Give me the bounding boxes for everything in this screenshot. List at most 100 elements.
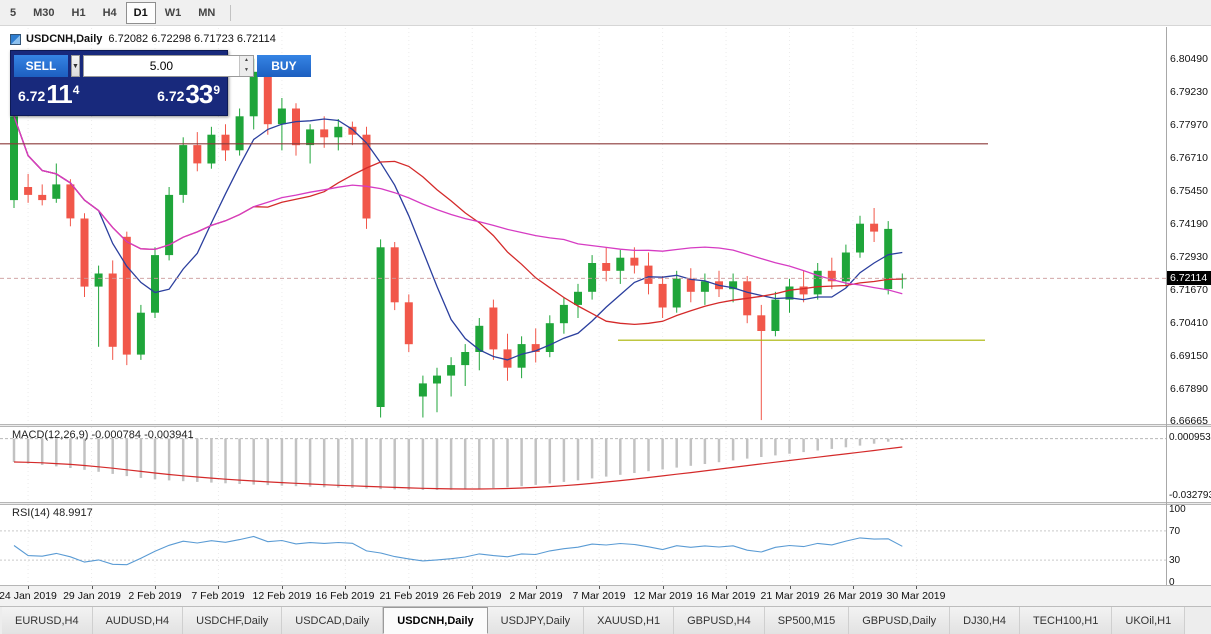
volume-decrease-button[interactable]: ▼	[239, 66, 253, 76]
candle-body	[235, 116, 244, 151]
candle-body	[644, 265, 653, 284]
candle-body	[10, 116, 18, 201]
ask-base: 6.72	[157, 88, 185, 104]
date-axis-tick	[663, 586, 664, 589]
panel-splitter[interactable]	[0, 424, 1211, 427]
date-axis-label: 7 Mar 2019	[572, 590, 626, 602]
candle-body	[602, 263, 611, 271]
price-axis-label: 6.76710	[1170, 152, 1208, 164]
date-axis-label: 2 Feb 2019	[128, 590, 182, 602]
date-axis-label: 21 Feb 2019	[379, 590, 439, 602]
candle-body	[757, 315, 766, 331]
timeframe-button-5[interactable]: 5	[10, 6, 17, 19]
candle-body	[489, 307, 498, 350]
candle-body	[630, 257, 639, 266]
rsi-axis-label: 70	[1169, 526, 1181, 537]
timeframe-button-H1[interactable]: H1	[71, 6, 86, 19]
panel-splitter[interactable]	[0, 502, 1211, 505]
candle-body	[418, 383, 427, 397]
date-axis-label: 12 Mar 2019	[633, 590, 693, 602]
candle-body	[151, 255, 159, 313]
chart-symbol-label: USDCNH,Daily	[26, 33, 103, 45]
date-axis-tick	[409, 586, 410, 589]
volume-dropdown-button[interactable]: ▼	[71, 55, 80, 77]
tab-usdjpy-daily[interactable]: USDJPY,Daily	[487, 607, 585, 634]
candle-body	[38, 194, 47, 201]
macd-axis-min-label: -0.032793	[1169, 490, 1211, 501]
price-axis-label: 6.74190	[1170, 218, 1208, 230]
tab-dj30-h4[interactable]: DJ30,H4	[950, 607, 1020, 634]
price-axis-label: 6.77970	[1170, 119, 1208, 131]
moving-average-line-7	[13, 116, 903, 361]
candle-body	[306, 129, 315, 146]
spinner-down-icon: ▼	[243, 67, 249, 73]
trade-controls-row: SELL ▼ ▲ ▼ BUY	[11, 51, 311, 78]
bid-price: 6.72 11 4	[18, 80, 79, 108]
candle-body	[348, 126, 357, 135]
tab-usdcad-daily[interactable]: USDCAD,Daily	[282, 607, 384, 634]
volume-increase-button[interactable]: ▲	[239, 56, 253, 66]
date-axis-tick	[282, 586, 283, 589]
chart-tab-bar: EURUSD,H4 AUDUSD,H4 USDCHF,Daily USDCAD,Dai…	[0, 606, 1211, 634]
price-axis-label: 6.66665	[1170, 415, 1208, 427]
buy-button[interactable]: BUY	[256, 55, 311, 77]
rsi-indicator-panel[interactable]	[0, 505, 1166, 585]
tab-audusd-h4[interactable]: AUDUSD,H4	[92, 607, 184, 634]
candle-body	[52, 184, 61, 199]
macd-indicator-panel[interactable]	[0, 427, 1166, 502]
tab-sp500-m15[interactable]: SP500,M15	[764, 607, 850, 634]
candle-body	[179, 145, 188, 195]
timeframe-button-M30[interactable]: M30	[33, 6, 55, 19]
candle-body	[263, 71, 272, 125]
date-axis-tick	[790, 586, 791, 589]
timeframe-button-MN[interactable]: MN	[198, 6, 216, 19]
ask-pip-fraction: 9	[213, 83, 220, 97]
date-axis-tick	[599, 586, 600, 589]
candle-body	[80, 218, 89, 287]
tab-gbpusd-daily[interactable]: GBPUSD,Daily	[849, 607, 951, 634]
date-axis[interactable]	[0, 585, 1211, 606]
timeframe-button-W1[interactable]: W1	[164, 6, 182, 19]
candle-body	[531, 344, 540, 352]
timeframe-button-H4[interactable]: H4	[102, 6, 117, 19]
candle-body	[799, 286, 808, 295]
tab-tech100-h1[interactable]: TECH100,H1	[1019, 607, 1113, 634]
date-axis-label: 29 Jan 2019	[63, 590, 121, 602]
toolbar-separator	[230, 4, 232, 21]
candle-body	[729, 281, 738, 290]
tab-usdcnh-daily[interactable]: USDCNH,Daily	[383, 607, 488, 634]
candle-body	[334, 126, 343, 138]
tab-eurusd-h4[interactable]: EURUSD,H4	[2, 607, 93, 634]
date-axis-label: 30 Mar 2019	[886, 590, 946, 602]
tab-xauusd-h1[interactable]: XAUUSD,H1	[584, 607, 675, 634]
candle-body	[700, 281, 709, 292]
date-axis-label: 24 Jan 2019	[0, 590, 57, 602]
date-axis-label: 7 Feb 2019	[191, 590, 245, 602]
rsi-indicator-label: RSI(14) 48.9917	[12, 507, 93, 519]
volume-input[interactable]	[83, 56, 239, 76]
tab-gbpusd-h4[interactable]: GBPUSD,H4	[674, 607, 765, 634]
candle-body	[390, 247, 399, 303]
candle-body	[136, 312, 145, 355]
tab-ukoil-h1[interactable]: UKOil,H1	[1112, 607, 1186, 634]
candle-body	[404, 302, 413, 345]
candle-body	[545, 323, 554, 352]
rsi-axis-label: 100	[1169, 504, 1186, 515]
date-axis-tick	[726, 586, 727, 589]
candle-body	[475, 325, 484, 352]
candle-body	[447, 365, 456, 376]
price-chart-panel[interactable]	[0, 28, 1166, 424]
quotes-row: 6.72 11 4 6.72 33 9	[11, 78, 227, 108]
sell-button[interactable]: SELL	[14, 55, 68, 77]
ask-pips: 33	[185, 79, 213, 109]
timeframe-toolbar: 5 M30 H1 H4 D1 W1 MN	[0, 0, 1211, 26]
candle-body	[574, 291, 582, 305]
one-click-trading-panel: SELL ▼ ▲ ▼ BUY 6.72 11 4 6.72 33 9	[10, 50, 311, 116]
candle-body	[827, 270, 836, 282]
price-axis-label: 6.69150	[1170, 350, 1208, 362]
price-axis-label: 6.71670	[1170, 284, 1208, 296]
candle-body	[108, 273, 117, 347]
candle-body	[884, 228, 893, 290]
tab-usdchf-daily[interactable]: USDCHF,Daily	[183, 607, 283, 634]
timeframe-button-D1[interactable]: D1	[125, 1, 156, 24]
